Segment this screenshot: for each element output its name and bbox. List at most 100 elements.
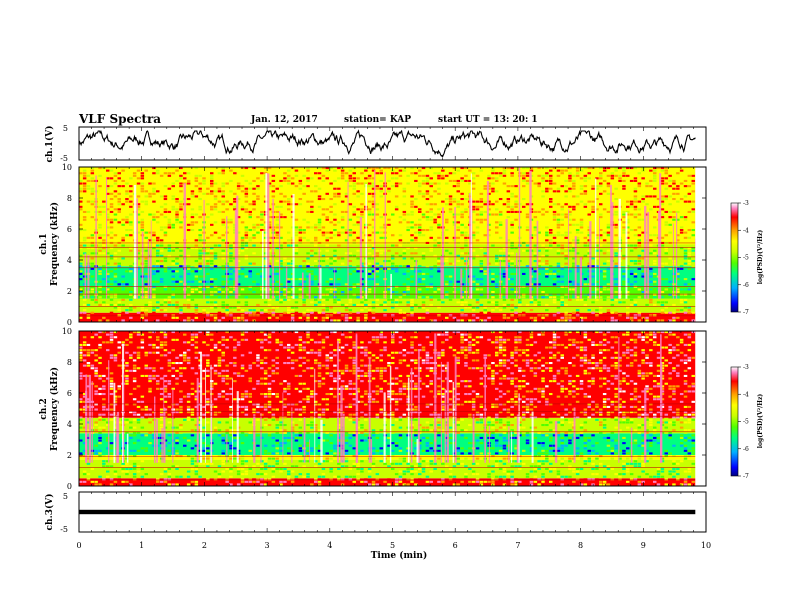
spectrogram-cell bbox=[618, 314, 622, 317]
spectrogram-cell bbox=[448, 179, 453, 182]
spectrogram-cell bbox=[656, 190, 661, 193]
spectrogram-cell bbox=[121, 223, 125, 226]
spectrogram-cell bbox=[668, 182, 672, 185]
sferic-streak bbox=[516, 252, 518, 299]
spectrogram-cell bbox=[159, 356, 164, 359]
spectrogram-cell bbox=[502, 319, 507, 322]
spectrogram-cell bbox=[460, 298, 464, 301]
spectrogram-cell bbox=[132, 480, 137, 483]
spectrogram-cell bbox=[298, 293, 303, 296]
spectrogram-cell bbox=[348, 260, 353, 263]
spectrogram-cell bbox=[156, 380, 160, 383]
spectrogram-cell bbox=[379, 252, 383, 255]
spectrogram-cell bbox=[202, 309, 206, 312]
sferic-streak bbox=[318, 247, 320, 299]
spectrogram-cell bbox=[602, 174, 607, 177]
spectrogram-cell bbox=[233, 208, 237, 211]
spectrogram-cell bbox=[306, 221, 310, 224]
spectrogram-cell bbox=[210, 192, 214, 195]
spectrogram-cell bbox=[129, 257, 133, 260]
spectrogram-cell bbox=[356, 303, 360, 306]
spectrogram-cell bbox=[294, 278, 299, 281]
spectrogram-cell bbox=[425, 203, 430, 206]
spectrogram-cell bbox=[82, 303, 87, 306]
spectrogram-cell bbox=[98, 395, 102, 398]
spectrogram-cell bbox=[144, 413, 148, 416]
spectrogram-cell bbox=[148, 442, 152, 445]
spectrogram-cell bbox=[471, 205, 476, 208]
spectrogram-cell bbox=[325, 288, 329, 291]
spectrogram-cell bbox=[433, 239, 437, 242]
spectrogram-cell bbox=[437, 208, 441, 211]
spectrogram-cell bbox=[171, 316, 175, 319]
spectrogram-cell bbox=[314, 316, 318, 319]
spectrogram-cell bbox=[498, 236, 503, 239]
spectrogram-cell bbox=[221, 272, 225, 275]
spectrogram-cell bbox=[179, 174, 183, 177]
spectrogram-cell bbox=[491, 291, 495, 294]
spectrogram-cell bbox=[344, 291, 349, 294]
spectrogram-cell bbox=[483, 319, 487, 322]
spectrogram-cell bbox=[109, 336, 114, 339]
spectrogram-cell bbox=[302, 311, 306, 314]
spectrogram-cell bbox=[429, 275, 433, 278]
spectrogram-cell bbox=[498, 172, 503, 175]
spectrogram-cell bbox=[537, 187, 541, 190]
spectrogram-cell bbox=[660, 213, 665, 216]
spectrogram-cell bbox=[275, 210, 279, 213]
spectrogram-cell bbox=[514, 200, 518, 203]
spectrogram-cell bbox=[471, 257, 476, 260]
spectrogram-cell bbox=[198, 252, 202, 255]
spectrogram-cell bbox=[86, 349, 91, 352]
spectrogram-cell bbox=[552, 205, 557, 208]
spectrogram-cell bbox=[113, 408, 118, 411]
spectrogram-cell bbox=[683, 218, 688, 221]
spectrogram-cell bbox=[533, 270, 538, 273]
spectrogram-cell bbox=[460, 192, 464, 195]
spectrogram-cell bbox=[337, 298, 341, 301]
spectrogram-cell bbox=[398, 223, 403, 226]
spectrogram-cell bbox=[375, 262, 380, 265]
spectrogram-cell bbox=[302, 216, 306, 219]
spectrogram-cell bbox=[82, 182, 87, 185]
spectrogram-cell bbox=[287, 296, 291, 299]
spectrogram-cell bbox=[410, 200, 414, 203]
spectrogram-cell bbox=[637, 247, 642, 250]
spectrogram-cell bbox=[633, 177, 638, 180]
spectrogram-cell bbox=[348, 198, 353, 201]
spectrogram-cell bbox=[221, 301, 225, 304]
spectrogram-cell bbox=[691, 291, 695, 294]
spectrogram-cell bbox=[626, 244, 630, 247]
spectrogram-cell bbox=[283, 200, 287, 203]
spectrogram-cell bbox=[464, 174, 468, 177]
spectrogram-cell bbox=[387, 190, 391, 193]
spectrogram-cell bbox=[533, 190, 538, 193]
spectrogram-cell bbox=[333, 301, 337, 304]
spectrogram-cell bbox=[456, 213, 460, 216]
spectrogram-cell bbox=[356, 203, 360, 206]
spectrogram-cell bbox=[129, 356, 133, 359]
spectrogram-cell bbox=[348, 234, 353, 237]
spectrogram-cell bbox=[221, 172, 225, 175]
spectrogram-cell bbox=[641, 198, 645, 201]
spectrogram-cell bbox=[310, 210, 314, 213]
spectrogram-cell bbox=[379, 216, 383, 219]
spectrogram-cell bbox=[171, 260, 175, 263]
spectrogram-cell bbox=[206, 298, 210, 301]
spectrogram-cell bbox=[676, 314, 680, 317]
spectrogram-cell bbox=[325, 249, 329, 252]
spectrogram-cell bbox=[664, 198, 668, 201]
spectrogram-cell bbox=[86, 239, 91, 242]
spectrogram-cell bbox=[464, 179, 468, 182]
spectrogram-cell bbox=[572, 257, 576, 260]
spectrogram-cell bbox=[94, 387, 98, 390]
spectrogram-cell bbox=[418, 210, 422, 213]
spectrogram-cell bbox=[333, 262, 337, 265]
spectrogram-cell bbox=[314, 252, 318, 255]
spectrogram-cell bbox=[649, 234, 653, 237]
spectrogram-cell bbox=[94, 483, 98, 486]
spectrogram-cell bbox=[94, 480, 98, 483]
spectrogram-cell bbox=[163, 309, 168, 312]
spectrogram-cell bbox=[132, 478, 137, 481]
spectrogram-cell bbox=[156, 260, 160, 263]
